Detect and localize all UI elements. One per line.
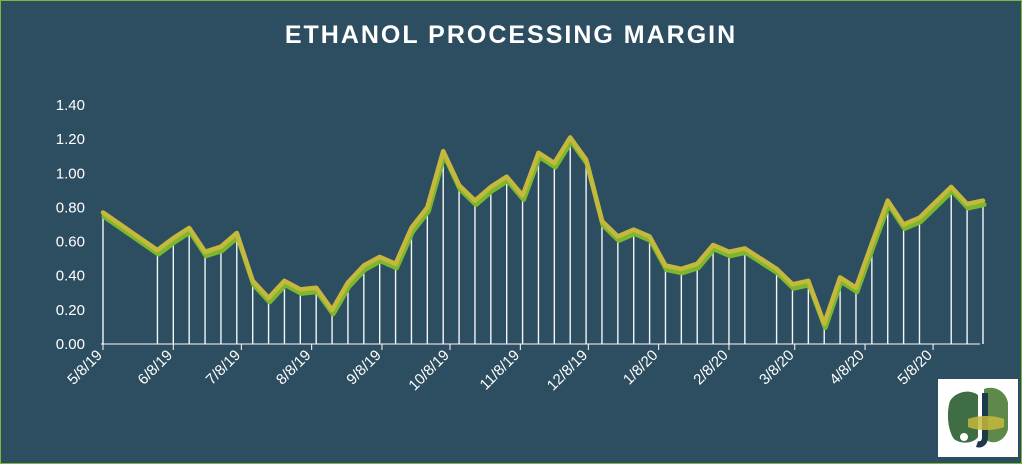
- y-tick-label: 0.60: [56, 234, 85, 251]
- x-tick-label: 6/8/19: [135, 347, 177, 389]
- x-tick-label: 3/8/20: [756, 347, 798, 389]
- x-tick-label: 2/8/20: [690, 347, 732, 389]
- x-tick-label: 10/8/19: [405, 347, 452, 394]
- x-tick-label: 1/8/20: [620, 347, 662, 389]
- y-tick-label: 1.20: [56, 131, 85, 148]
- y-tick-label: 1.00: [56, 165, 85, 182]
- x-tick-label: 7/8/19: [203, 347, 245, 389]
- chart-title: ETHANOL PROCESSING MARGIN: [284, 21, 738, 49]
- logo-icon: [947, 387, 1008, 448]
- y-tick-label: 0.80: [56, 199, 85, 216]
- series-line: [100, 135, 986, 326]
- x-tick-label: 5/8/19: [64, 347, 106, 389]
- x-tick-label: 4/8/20: [826, 347, 868, 389]
- y-tick-label: 0.00: [56, 336, 85, 353]
- y-tick-label: 1.40: [56, 97, 85, 114]
- y-tick-label: 0.40: [56, 268, 85, 285]
- x-tick-label: 9/8/19: [343, 347, 385, 389]
- x-tick-label: 8/8/19: [273, 347, 315, 389]
- x-tick-label: 11/8/19: [477, 347, 524, 394]
- company-logo: [938, 379, 1018, 457]
- x-tick-label: 12/8/19: [544, 347, 591, 394]
- x-tick-label: 5/8/20: [894, 347, 936, 389]
- y-tick-label: 0.20: [56, 302, 85, 319]
